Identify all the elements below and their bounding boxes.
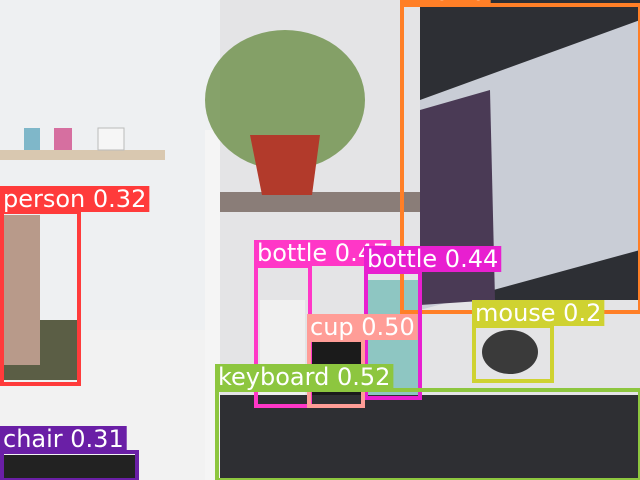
label-background	[364, 246, 502, 272]
label-background	[215, 364, 394, 390]
detection-label: person 0.32	[3, 185, 146, 213]
detection-label: chair 0.31	[3, 425, 124, 453]
label-background	[0, 186, 150, 212]
detection-label: keyboard 0.52	[218, 363, 390, 391]
label-background	[307, 314, 418, 340]
bounding-box	[215, 388, 640, 480]
detection-label: bottle 0.44	[367, 245, 498, 273]
detection-label: cup 0.50	[310, 313, 415, 341]
label-background	[400, 0, 491, 5]
label-background	[472, 300, 605, 326]
detection-label: mouse 0.2	[475, 299, 601, 327]
label-background	[0, 426, 127, 452]
detection-label: tv 0.79	[403, 0, 488, 6]
